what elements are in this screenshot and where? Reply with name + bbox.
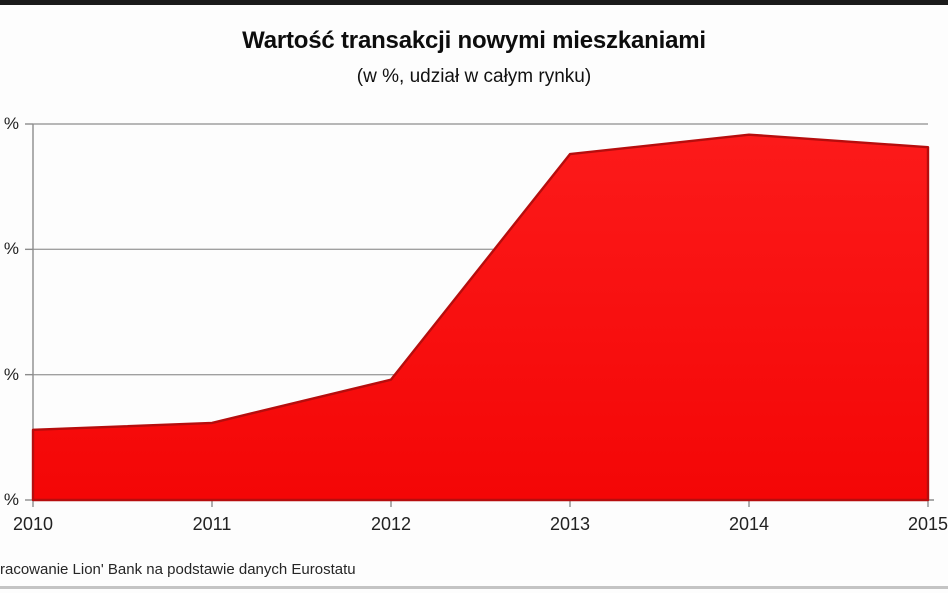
top-border-bar [0, 0, 948, 5]
x-tick-label: 2015 [907, 514, 948, 534]
area-series [31, 133, 930, 502]
chart-subtitle: (w %, udział w całym rynku) [356, 66, 592, 87]
y-tick-label: % [3, 239, 19, 259]
bottom-divider [0, 586, 948, 589]
x-tick-label: 2013 [549, 514, 591, 534]
source-note: racowanie Lion' Bank na podstawie danych… [0, 561, 356, 578]
x-tick-label: 2011 [192, 514, 232, 534]
y-tick-label: % [3, 364, 19, 384]
x-tick-label: 2014 [728, 514, 770, 534]
x-tick-label: 2012 [370, 514, 412, 534]
chart-title: Wartość transakcji nowymi mieszkaniami [242, 27, 706, 54]
y-tick-label: % [3, 490, 19, 509]
x-tick-label: 2010 [12, 514, 54, 534]
y-tick-label: % [3, 114, 19, 133]
